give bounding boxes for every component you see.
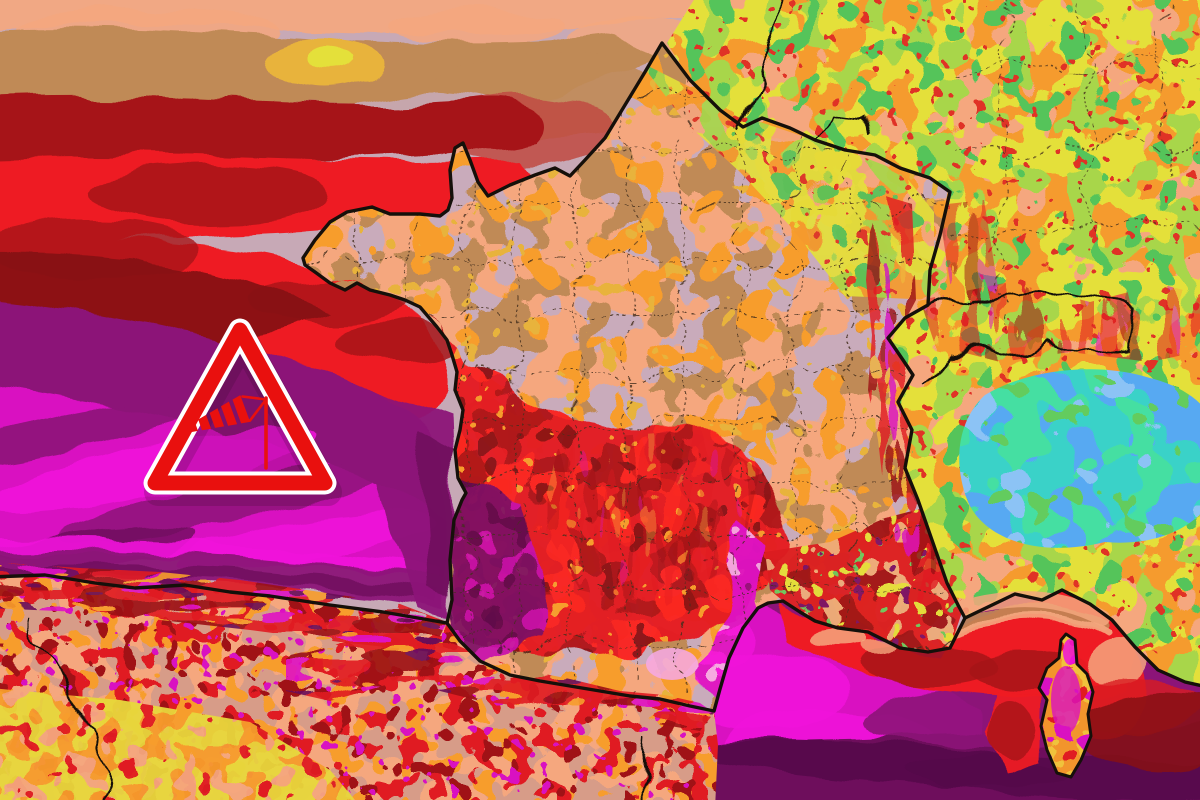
france-border <box>301 41 967 713</box>
region-northeast-yellow <box>640 62 934 300</box>
luxembourg-border <box>814 107 873 141</box>
region-gironde-purple <box>444 468 548 663</box>
region-po-valley <box>959 369 1200 548</box>
corsica <box>1037 632 1095 779</box>
belgium-germany-border <box>741 0 780 129</box>
spain-internal-border-2 <box>640 734 646 800</box>
region-pyrenees-ridge <box>286 629 714 731</box>
region-massif-central-streaks <box>540 430 760 610</box>
region-alps-streaks <box>920 282 1200 362</box>
sign-triangle <box>147 322 333 491</box>
italy-coast <box>963 588 1200 688</box>
switzerland-north-border <box>926 286 1130 312</box>
region-black-forest <box>938 200 1000 308</box>
windsock-icon <box>186 395 268 470</box>
spain-coast <box>0 573 449 625</box>
wind-warning-sign <box>143 318 342 506</box>
land-europe-east <box>667 0 1200 686</box>
spain-internal-border-1 <box>27 614 105 800</box>
land-france <box>303 43 965 711</box>
switzerland-south-border <box>911 308 1130 377</box>
